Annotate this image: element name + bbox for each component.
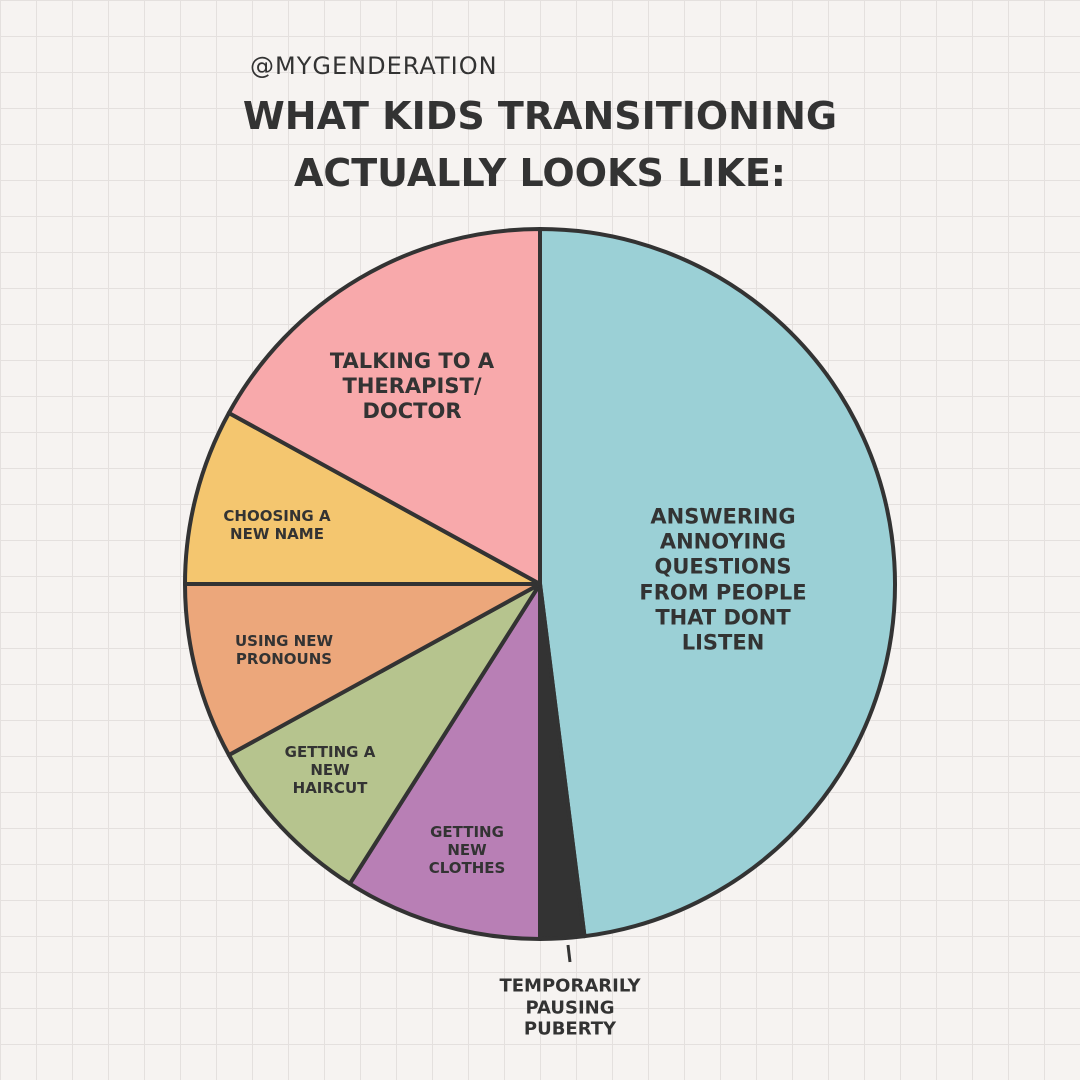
slice-label: TEMPORARILY PAUSING PUBERTY xyxy=(499,975,641,1040)
pie-slice xyxy=(183,582,542,758)
slice-label: CHOOSING A NEW NAME xyxy=(223,507,331,543)
slice-label: GETTING NEW CLOTHES xyxy=(428,823,506,877)
pie-slice xyxy=(538,227,898,939)
pie-slice xyxy=(226,582,542,886)
pie-slice xyxy=(183,410,542,586)
handle: @MYGENDERATION xyxy=(250,52,498,80)
pie-slice xyxy=(226,227,542,586)
slice-label: USING NEW PRONOUNS xyxy=(235,632,333,668)
pie-slice xyxy=(347,582,542,941)
slice-label: GETTING A NEW HAIRCUT xyxy=(284,743,376,797)
slice-label: TALKING TO A THERAPIST/ DOCTOR xyxy=(329,349,495,424)
leader-line xyxy=(566,944,572,963)
slice-label: ANSWERING ANNOYING QUESTIONS FROM PEOPLE… xyxy=(639,504,807,655)
chart-title: WHAT KIDS TRANSITIONING ACTUALLY LOOKS L… xyxy=(242,94,838,195)
